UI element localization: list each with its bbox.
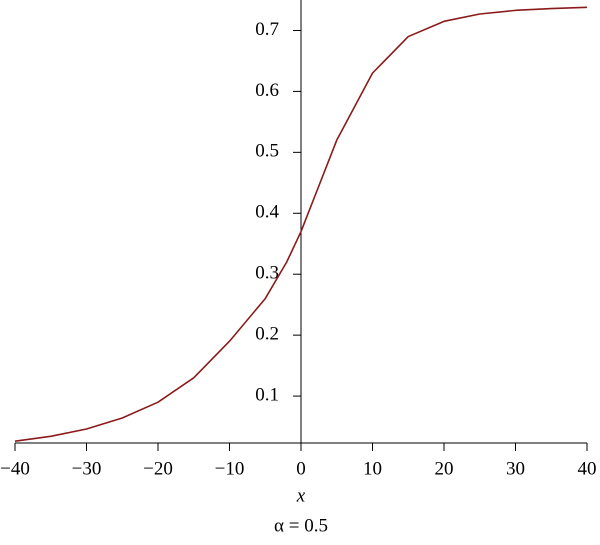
x-tick-label: −20 [143, 458, 173, 479]
y-tick-label: 0.1 [255, 384, 279, 405]
x-tick-label: −40 [0, 458, 30, 479]
y-tick-label: 0.6 [255, 80, 279, 101]
y-tick-label: 0.7 [255, 19, 279, 40]
y-tick-label: 0.3 [255, 263, 279, 284]
x-tick-label: −10 [215, 458, 245, 479]
x-tick-label: 40 [578, 458, 597, 479]
x-tick-label: 10 [363, 458, 382, 479]
x-tick-label: −30 [72, 458, 102, 479]
y-tick-label: 0.2 [255, 324, 279, 345]
x-tick-label: 30 [506, 458, 525, 479]
x-tick-label: 0 [296, 458, 306, 479]
curve [14, 6, 588, 442]
y-tick-label: 0.5 [255, 141, 279, 162]
x-axis-label: x [296, 485, 306, 506]
x-tick-label: 20 [435, 458, 454, 479]
y-tick-label: 0.4 [255, 202, 279, 223]
caption: α = 0.5 [274, 515, 328, 536]
